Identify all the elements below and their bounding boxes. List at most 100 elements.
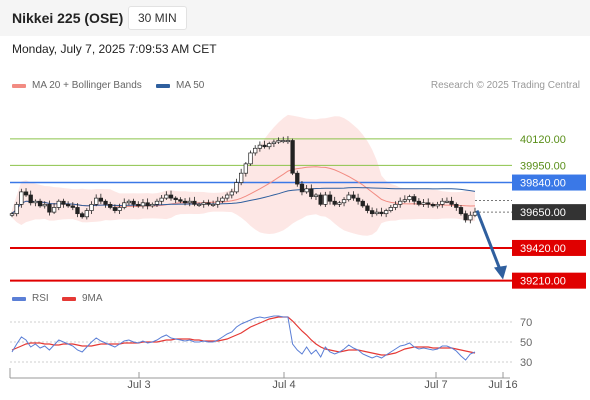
candle-up: [323, 194, 328, 205]
candle-down: [355, 197, 361, 202]
resistance-label: 39950.00: [520, 160, 566, 172]
candle-up: [19, 191, 24, 205]
candle-up: [285, 140, 291, 143]
legend-swatch-ma50: [156, 83, 170, 88]
bollinger-band-layer: [12, 114, 475, 236]
levels-layer: 40120.00 39950.00 39840.00 39650.00 39420.00…: [10, 134, 586, 289]
candle-down: [327, 194, 333, 202]
last-price-tag: [512, 204, 586, 221]
candle-down: [454, 203, 459, 208]
candle-down: [309, 188, 314, 197]
legend-label-ma20: MA 20 + Bollinger Bands: [32, 80, 142, 91]
support-label: 39420.00: [520, 243, 566, 255]
last-price-label: 39650.00: [520, 207, 566, 219]
candle-up: [402, 199, 407, 202]
candle-up: [159, 197, 164, 202]
rsi-9ma-line: [11, 316, 476, 356]
candle-up: [220, 197, 225, 202]
candle-down: [379, 211, 384, 215]
candle-up: [313, 194, 319, 197]
candle-down: [192, 200, 197, 205]
candle-down: [332, 200, 337, 205]
candle-up: [248, 152, 253, 165]
candle-up: [276, 140, 281, 143]
datetime-label: Monday, July 7, 2025 7:09:53 AM CET: [12, 42, 217, 56]
candle-up: [234, 182, 239, 193]
candle-up: [84, 210, 89, 218]
candle-down: [168, 194, 174, 199]
rsi-line: [11, 315, 476, 361]
candle-down: [351, 194, 356, 199]
candle-down: [98, 197, 104, 202]
candle-up: [398, 200, 403, 205]
candle-up: [51, 207, 57, 213]
candle-down: [178, 199, 183, 202]
pivot-tag: [512, 174, 586, 191]
candle-up: [435, 203, 440, 207]
candle-up: [215, 200, 220, 205]
support-label: 39210.00: [520, 276, 566, 288]
candle-down: [206, 202, 211, 205]
candle-up: [154, 200, 160, 205]
candle-up: [393, 203, 398, 208]
legend-item-ma50: MA 50: [156, 80, 204, 91]
bollinger-band: [12, 114, 475, 236]
candle-up: [257, 144, 263, 149]
candle-up: [224, 194, 230, 199]
legend-label-ma50: MA 50: [176, 80, 205, 91]
header-bar: [0, 0, 590, 36]
ma50-line: [11, 187, 476, 215]
candle-down: [430, 203, 436, 207]
candle-up: [56, 200, 61, 208]
candle-down: [318, 194, 323, 205]
candle-up: [407, 196, 412, 201]
legend-swatch-9ma: [62, 296, 76, 301]
candle-down: [299, 183, 305, 193]
candle-down: [80, 213, 85, 218]
candle-up: [187, 200, 192, 204]
candle-up: [421, 202, 426, 205]
candle-up: [140, 202, 146, 207]
candle-up: [42, 203, 47, 207]
candle-up: [126, 200, 132, 204]
candle-down: [290, 140, 295, 174]
candle-down: [37, 200, 43, 207]
candle-down: [70, 205, 75, 208]
legend-swatch-ma20: [12, 83, 26, 88]
candle-down: [412, 196, 417, 202]
legend-label-9ma: 9MA: [82, 293, 103, 304]
candle-up: [337, 202, 342, 205]
candle-down: [103, 200, 108, 205]
credit-text: Research © 2025 Trading Central: [430, 80, 580, 91]
candle-up: [117, 207, 122, 211]
candle-down: [360, 200, 365, 207]
candle-down: [262, 144, 267, 148]
candle-down: [112, 207, 118, 211]
candle-up: [33, 200, 38, 204]
candle-up: [150, 203, 155, 207]
resistance-label: 40120.00: [520, 134, 566, 146]
candle-up: [304, 188, 309, 193]
interval-button[interactable]: 30 MIN: [128, 6, 187, 30]
candle-up: [122, 202, 127, 208]
time-tick-label: Jul 3: [127, 379, 150, 391]
candle-down: [65, 203, 71, 207]
candle-down: [108, 203, 113, 208]
forecast-arrow-head: [494, 265, 507, 280]
rsi-tick-label: 70: [520, 317, 532, 329]
candle-down: [365, 205, 370, 211]
candle-up: [267, 143, 272, 148]
candle-up: [341, 199, 347, 204]
legend-item-9ma: 9MA: [62, 293, 103, 304]
legend-item-ma20: MA 20 + Bollinger Bands: [12, 80, 142, 91]
candle-up: [94, 197, 99, 205]
candle-up: [374, 211, 379, 215]
candles-layer: [9, 136, 478, 224]
candle-up: [14, 203, 19, 215]
support-tag: [512, 272, 586, 289]
candle-down: [136, 203, 141, 207]
forecast-layer: [475, 210, 507, 280]
time-tick-label: Jul 16: [488, 379, 517, 391]
candle-up: [346, 194, 351, 201]
